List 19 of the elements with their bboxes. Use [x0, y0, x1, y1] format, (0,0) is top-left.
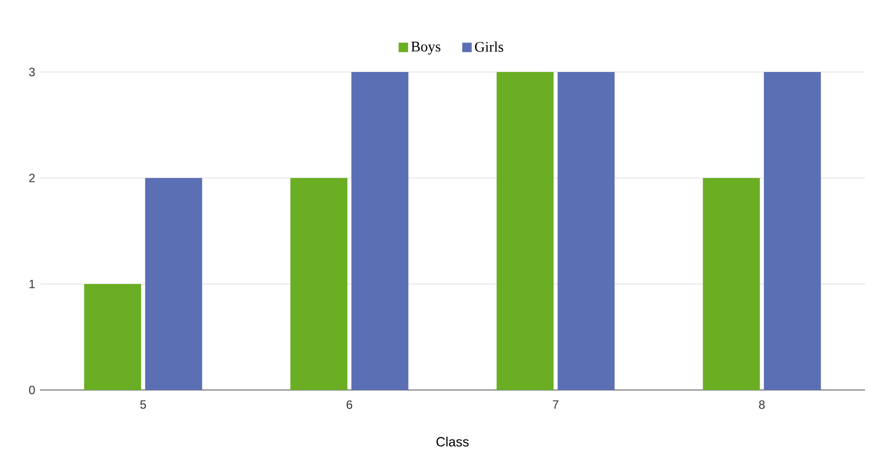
bar	[351, 72, 408, 390]
x-tick-label: 7	[552, 400, 558, 409]
legend-label: Girls	[475, 42, 504, 52]
y-tick-label: 1	[30, 280, 35, 288]
bar	[145, 178, 202, 390]
x-tick-label: 5	[140, 400, 146, 409]
bar	[84, 284, 142, 390]
bar	[764, 72, 821, 390]
bar	[496, 72, 554, 390]
y-tick-label: 0	[29, 386, 35, 394]
bar	[290, 178, 348, 390]
x-tick-label: 8	[759, 400, 765, 409]
y-tick-label: 3	[29, 68, 35, 76]
x-tick-label: 6	[346, 400, 352, 409]
y-tick-label: 2	[29, 174, 35, 182]
legend-label: Boys	[411, 42, 440, 55]
bar	[702, 178, 760, 390]
bar	[558, 72, 615, 390]
x-axis-title: Class	[436, 436, 469, 446]
